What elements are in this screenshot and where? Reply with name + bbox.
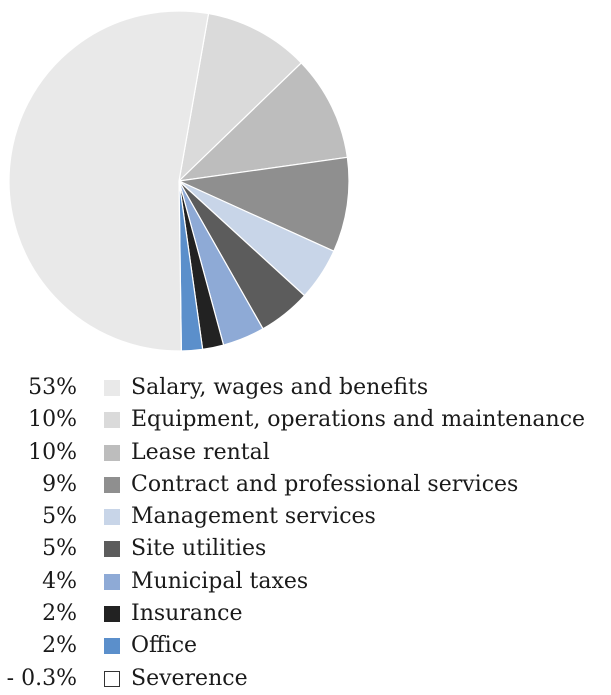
legend-item-salary-wages-and-benefits: 53% Salary, wages and benefits <box>0 372 611 404</box>
legend-item-management-services: 5% Management services <box>0 501 611 533</box>
pie-slice-salary-wages-and-benefits <box>9 11 209 351</box>
pie-chart-svg <box>0 0 360 360</box>
legend-swatch <box>104 638 120 654</box>
legend-percent: 53% <box>28 372 77 404</box>
legend-percent: 10% <box>28 404 77 436</box>
legend-percent: 9% <box>42 469 77 501</box>
legend-percent: - 0.3% <box>7 663 77 695</box>
legend-swatch <box>104 509 120 525</box>
legend-label: Management services <box>131 501 376 533</box>
pie-chart <box>0 0 360 360</box>
legend-swatch <box>104 380 120 396</box>
legend-label: Municipal taxes <box>131 566 308 598</box>
legend-item-contract-and-professional-services: 9% Contract and professional services <box>0 469 611 501</box>
legend-percent: 4% <box>42 566 77 598</box>
legend-item-lease-rental: 10% Lease rental <box>0 437 611 469</box>
legend-percent: 5% <box>42 533 77 565</box>
legend-label: Site utilities <box>131 533 266 565</box>
legend-label: Insurance <box>131 598 242 630</box>
legend-swatch <box>104 477 120 493</box>
legend-percent: 2% <box>42 630 77 662</box>
legend: 53% Salary, wages and benefits 10% Equipmen… <box>0 372 611 695</box>
legend-swatch <box>104 445 120 461</box>
legend-item-severence: - 0.3% Severence <box>0 663 611 695</box>
legend-label: Salary, wages and benefits <box>131 372 428 404</box>
legend-percent: 2% <box>42 598 77 630</box>
legend-label: Lease rental <box>131 437 270 469</box>
legend-percent: 10% <box>28 437 77 469</box>
legend-item-equipment-operations-and-maintenance: 10% Equipment, operations and maintenance <box>0 404 611 436</box>
legend-label: Equipment, operations and maintenance <box>131 404 585 436</box>
legend-label: Severence <box>131 663 248 695</box>
legend-swatch <box>104 574 120 590</box>
legend-swatch <box>104 671 120 687</box>
legend-percent: 5% <box>42 501 77 533</box>
legend-item-municipal-taxes: 4% Municipal taxes <box>0 566 611 598</box>
legend-swatch <box>104 412 120 428</box>
legend-item-site-utilities: 5% Site utilities <box>0 533 611 565</box>
legend-item-insurance: 2% Insurance <box>0 598 611 630</box>
legend-label: Contract and professional services <box>131 469 518 501</box>
legend-swatch <box>104 541 120 557</box>
legend-item-office: 2% Office <box>0 630 611 662</box>
legend-swatch <box>104 606 120 622</box>
legend-label: Office <box>131 630 197 662</box>
